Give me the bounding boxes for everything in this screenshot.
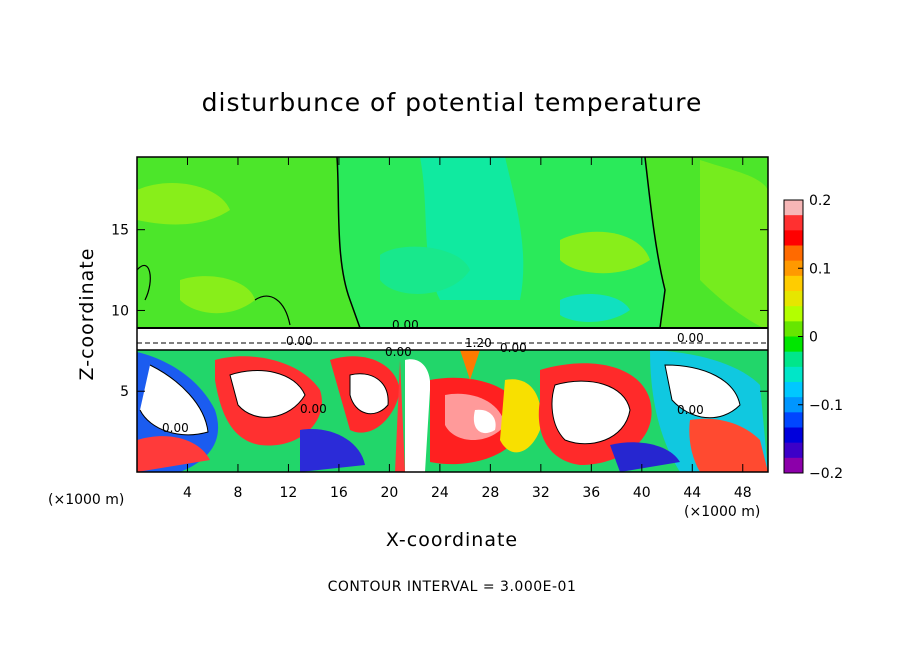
x-axis: 4 8 12 16 20 24 28 32 36 40 44 48 [183,157,752,501]
contour-label-7: 0.00 [677,403,704,417]
colorbar-swatch-0 [784,200,803,216]
colorbar-swatch-13 [784,397,803,413]
y-axis-label: Z-coordinate [76,248,98,381]
contour-label-5: 0.00 [162,421,189,435]
chart-title: disturbunce of potential temperature [202,88,703,117]
x-tick-label-7: 32 [532,485,550,501]
contour-lines [137,157,768,445]
colorbar-tick-label-0: 0.2 [809,193,831,209]
colorbar [784,200,803,474]
colorbar-swatch-16 [784,442,803,459]
x-tick-label-2: 12 [280,485,298,501]
colorbar-swatch-12 [784,382,803,398]
x-tick-label-10: 44 [683,485,701,501]
colorbar-swatch-5 [784,275,803,292]
contour-interval-note: CONTOUR INTERVAL = 3.000E-01 [328,579,577,595]
contour-label-6: 0.00 [677,331,704,345]
y-tick-label-1: 10 [111,303,129,319]
colorbar-swatch-14 [784,412,803,428]
y-tick-label-2: 15 [111,223,129,239]
x-tick-label-11: 48 [734,485,752,501]
y-axis: 5 10 15 [111,223,768,400]
z-unit-label: (×1000 m) [48,492,124,508]
colorbar-tick-label-1: 0.1 [809,261,831,277]
contour-label-8: 0.00 [286,334,313,348]
x-tick-label-6: 28 [481,485,499,501]
colorbar-swatch-3 [784,245,803,262]
contour-label-3: 1.20 [465,336,492,350]
colorbar-swatch-8 [784,321,803,337]
colorbar-swatch-10 [784,351,803,368]
contour-label-1: 0.00 [392,318,419,332]
colorbar-swatch-17 [784,457,803,474]
colorbar-swatch-4 [784,260,803,277]
x-tick-label-5: 24 [431,485,449,501]
colorbar-swatch-2 [784,230,803,246]
x-tick-label-0: 4 [183,485,192,501]
contour-label-2: 0.00 [385,345,412,359]
heatmap-field [137,157,768,472]
colorbar-ticks: 0.2 0.1 0 −0.1 −0.2 [798,193,843,482]
contour-labels: 0.00 0.00 1.20 0.00 0.00 0.00 0.00 0.00 … [162,318,704,435]
x-tick-label-8: 36 [582,485,600,501]
x-unit-label: (×1000 m) [684,504,760,520]
colorbar-tick-label-4: −0.2 [809,466,843,482]
x-axis-label: X-coordinate [386,529,518,551]
contour-label-4: 0.00 [500,341,527,355]
colorbar-swatch-1 [784,215,803,231]
x-tick-label-9: 40 [633,485,651,501]
x-tick-label-3: 16 [330,485,348,501]
colorbar-swatch-9 [784,336,803,353]
plot-frame [136,156,769,473]
y-tick-label-0: 5 [120,384,129,400]
colorbar-swatch-6 [784,291,803,307]
colorbar-tick-label-2: 0 [809,330,818,346]
x-tick-label-1: 8 [233,485,242,501]
colorbar-tick-label-3: −0.1 [809,398,843,414]
colorbar-swatch-7 [784,306,803,322]
colorbar-swatch-11 [784,366,803,383]
x-tick-label-4: 20 [380,485,398,501]
colorbar-swatch-15 [784,427,803,444]
contour-label-9: 0.00 [300,402,327,416]
